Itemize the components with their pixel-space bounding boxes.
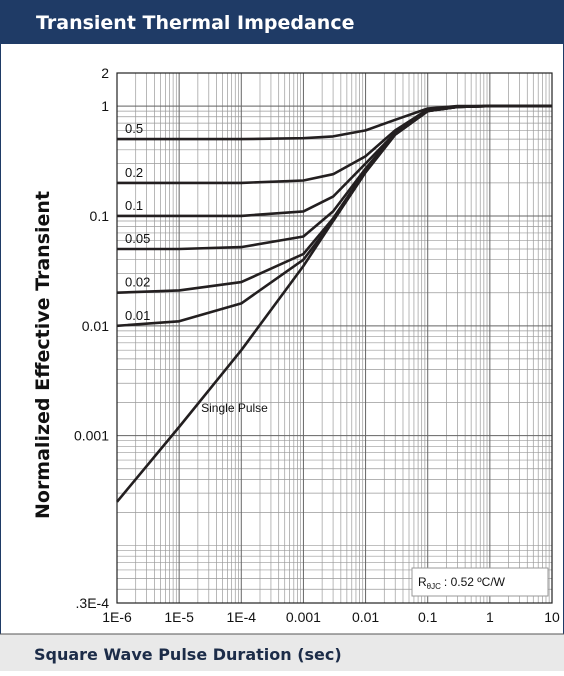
annotation: RθJC: 0.52 ºC/W [418, 575, 506, 591]
y-tick-label: 1 [101, 98, 109, 114]
y-tick-label: 0.001 [74, 428, 109, 444]
plot: 0.5 0.2 0.1 0.05 0.02 0.01 Single Pulse RθJC: 0… [115, 104, 552, 597]
annotation-symbol: R [418, 575, 427, 589]
annotation-text: : 0.52 ºC/W [444, 575, 506, 589]
y-tick-label: .3E-4 [76, 595, 110, 611]
x-tick-label: 10 [544, 609, 560, 625]
footer [0, 634, 564, 671]
y-tick-label: 2 [101, 65, 109, 81]
series-label: 0.02 [125, 275, 150, 290]
y-tick-label: 0.01 [82, 318, 109, 334]
series-label: 0.5 [125, 121, 143, 136]
annotation-subscript: θJC [427, 582, 441, 591]
x-tick-label: 1E-5 [164, 609, 194, 625]
series-label: 0.1 [125, 198, 143, 213]
x-tick-label: 1E-4 [226, 609, 256, 625]
series-label: 0.05 [125, 231, 150, 246]
chart-title: Transient Thermal Impedance [36, 12, 354, 34]
annotation-box [411, 567, 549, 597]
x-tick-label: 0.01 [352, 609, 379, 625]
header [0, 0, 564, 44]
plot-border [116, 72, 553, 604]
line [115, 104, 552, 503]
x-tick-label: 1 [486, 609, 494, 625]
x-axis-label: Square Wave Pulse Duration (sec) [34, 645, 342, 664]
y-axis-label: Normalized Effective Transient [32, 191, 54, 519]
series-label: 0.01 [125, 308, 150, 323]
series-label: 0.2 [125, 165, 143, 180]
y-tick-label: 0.1 [90, 208, 110, 224]
x-tick-label: 0.1 [418, 609, 438, 625]
x-tick-label: 1E-6 [102, 609, 132, 625]
series-label: Single Pulse [201, 401, 268, 415]
x-tick-label: 0.001 [286, 609, 321, 625]
